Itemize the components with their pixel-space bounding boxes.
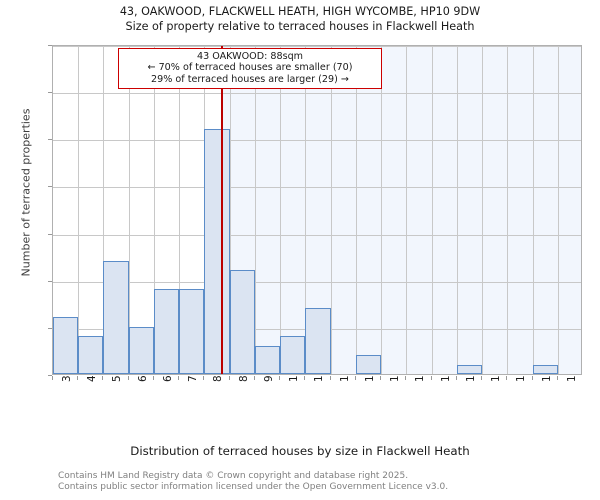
x-tick-mark: [203, 376, 205, 380]
gridline-vertical: [406, 46, 408, 374]
chart-title: 43, OAKWOOD, FLACKWELL HEATH, HIGH WYCOM…: [0, 4, 600, 34]
gridline-vertical: [153, 46, 155, 374]
histogram-bar: [305, 308, 331, 374]
annotation-line-3: 29% of terraced houses are larger (29) →: [151, 73, 349, 85]
footer-line-1: Contains HM Land Registry data © Crown c…: [58, 471, 409, 481]
x-tick-mark: [304, 376, 306, 380]
gridline-horizontal: [53, 46, 581, 47]
histogram-bar: [456, 364, 483, 374]
gridline-vertical: [254, 46, 256, 374]
x-tick-mark: [481, 376, 483, 380]
y-tick-mark: [48, 92, 52, 94]
histogram-bar: [103, 260, 129, 374]
y-tick-mark: [48, 375, 52, 376]
x-tick-mark: [430, 376, 432, 380]
x-tick-mark: [178, 376, 180, 380]
x-tick-mark: [228, 376, 230, 380]
y-tick-mark: [48, 280, 52, 282]
annotation-line-2: ← 70% of terraced houses are smaller (70…: [147, 62, 353, 74]
histogram-bar: [532, 364, 558, 374]
gridline-vertical: [78, 46, 80, 374]
title-line-1: 43, OAKWOOD, FLACKWELL HEATH, HIGH WYCOM…: [119, 5, 481, 18]
histogram-bar: [153, 289, 180, 374]
x-tick-mark: [405, 376, 407, 380]
y-axis-title: Number of terraced properties: [19, 108, 33, 277]
histogram-bar: [254, 345, 281, 374]
x-tick-mark: [556, 376, 558, 380]
y-tick-mark: [48, 233, 52, 235]
histogram-bar: [53, 317, 79, 374]
x-axis-title: Distribution of terraced houses by size …: [130, 444, 470, 458]
footer-attribution: Contains HM Land Registry data © Crown c…: [58, 471, 598, 492]
x-tick-mark: [253, 376, 255, 380]
x-tick-mark: [531, 376, 533, 380]
gridline-vertical: [381, 46, 383, 374]
footer-line-2: Contains public sector information licen…: [58, 481, 449, 492]
shaded-larger-area: [220, 46, 581, 374]
histogram-bar: [204, 128, 230, 374]
x-tick-mark: [52, 376, 53, 380]
x-tick-mark: [455, 376, 457, 380]
gridline-vertical: [431, 46, 433, 374]
x-tick-mark: [380, 376, 382, 380]
gridline-vertical: [103, 46, 105, 374]
plot-area: [52, 45, 582, 375]
histogram-bar: [78, 336, 104, 374]
x-tick-mark: [152, 376, 154, 380]
gridline-vertical: [532, 46, 534, 374]
histogram-bar: [128, 326, 154, 374]
marker-line: [220, 46, 223, 374]
gridline-vertical: [330, 46, 332, 374]
title-line-2: Size of property relative to terraced ho…: [125, 20, 475, 33]
x-tick-mark: [279, 376, 281, 380]
histogram-bar: [229, 270, 255, 374]
gridline-vertical: [179, 46, 181, 374]
x-tick-mark: [329, 376, 331, 380]
gridline-horizontal: [53, 93, 581, 95]
x-tick-mark: [77, 376, 79, 380]
gridline-vertical: [229, 46, 231, 374]
y-tick-mark: [48, 45, 52, 46]
gridline-vertical: [128, 46, 130, 374]
x-tick-mark: [354, 376, 356, 380]
gridline-vertical: [280, 46, 282, 374]
gridline-vertical: [305, 46, 307, 374]
gridline-vertical: [355, 46, 357, 374]
annotation-line-1: 43 OAKWOOD: 88sqm: [196, 51, 304, 62]
gridline-vertical: [557, 46, 559, 374]
x-tick-mark: [102, 376, 104, 380]
y-tick-mark: [48, 327, 52, 329]
gridline-horizontal: [53, 234, 581, 236]
gridline-vertical: [482, 46, 484, 374]
gridline-horizontal: [53, 281, 581, 283]
gridline-horizontal: [53, 187, 581, 189]
x-tick-mark: [506, 376, 508, 380]
gridline-vertical: [456, 46, 458, 374]
y-tick-mark: [48, 186, 52, 188]
property-annotation-box: 43 OAKWOOD: 88sqm ← 70% of terraced hous…: [118, 48, 382, 90]
histogram-bar: [355, 355, 382, 374]
x-tick-mark: [127, 376, 129, 380]
gridline-horizontal: [53, 140, 581, 142]
histogram-bar: [280, 336, 306, 374]
y-tick-mark: [48, 139, 52, 141]
histogram-bar: [179, 289, 205, 374]
gridline-vertical: [507, 46, 509, 374]
